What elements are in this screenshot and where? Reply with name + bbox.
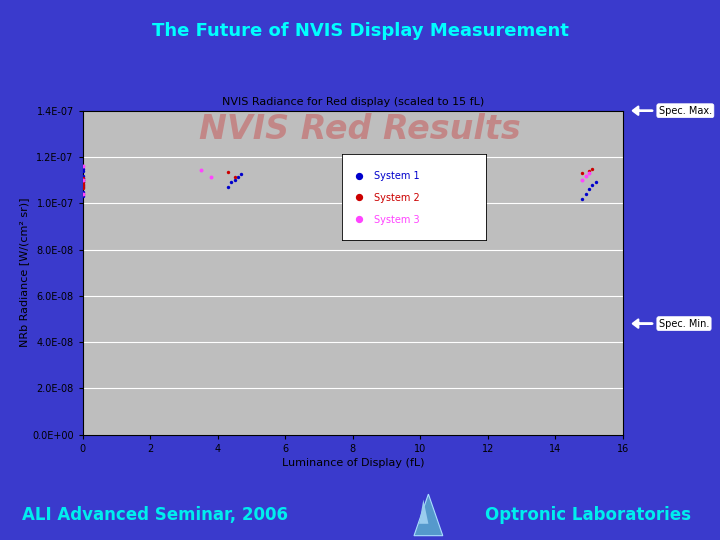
Point — [77, 181, 89, 190]
Point — [577, 169, 588, 178]
Text: ALI Advanced Seminar, 2006: ALI Advanced Seminar, 2006 — [22, 505, 287, 524]
Point — [587, 180, 598, 189]
Point — [577, 194, 588, 203]
Point — [77, 176, 89, 185]
Point — [77, 176, 89, 185]
Point — [233, 172, 244, 181]
Point — [583, 185, 595, 194]
Point — [77, 176, 89, 185]
Title: NVIS Radiance for Red display (scaled to 15 fL): NVIS Radiance for Red display (scaled to… — [222, 97, 484, 107]
Point — [77, 184, 89, 193]
Text: The Future of NVIS Display Measurement: The Future of NVIS Display Measurement — [152, 22, 568, 40]
Text: Spec. Min.: Spec. Min. — [659, 319, 709, 329]
Point — [77, 171, 89, 180]
Point — [354, 214, 365, 223]
Point — [229, 172, 240, 181]
Point — [205, 172, 217, 181]
Point — [77, 190, 89, 198]
Point — [77, 183, 89, 191]
Point — [77, 180, 89, 189]
Point — [77, 178, 89, 187]
Y-axis label: NRb Radiance [W/(cm² sr)]: NRb Radiance [W/(cm² sr)] — [19, 198, 30, 347]
Point — [77, 190, 89, 198]
Point — [580, 171, 591, 180]
Text: Optronic Laboratories: Optronic Laboratories — [485, 505, 691, 524]
Point — [225, 178, 237, 187]
Point — [354, 171, 365, 180]
Text: System 3: System 3 — [374, 214, 419, 225]
Text: System 2: System 2 — [374, 193, 420, 203]
Text: Spec. Max.: Spec. Max. — [659, 106, 712, 116]
Text: NVIS Red Results: NVIS Red Results — [199, 113, 521, 146]
Point — [354, 193, 365, 201]
X-axis label: Luminance of Display (fL): Luminance of Display (fL) — [282, 458, 424, 468]
Point — [580, 190, 591, 198]
Point — [590, 178, 602, 187]
Point — [222, 183, 234, 191]
Point — [587, 164, 598, 173]
Point — [77, 162, 89, 171]
Point — [77, 166, 89, 175]
Point — [229, 176, 240, 185]
Point — [77, 187, 89, 196]
Point — [583, 166, 595, 175]
Point — [77, 192, 89, 201]
Text: System 1: System 1 — [374, 171, 419, 181]
Point — [222, 168, 234, 177]
Point — [77, 178, 89, 187]
Point — [577, 176, 588, 185]
Point — [583, 169, 595, 178]
Point — [195, 165, 207, 174]
Point — [77, 173, 89, 182]
Point — [77, 173, 89, 182]
Point — [235, 170, 247, 179]
Point — [77, 164, 89, 173]
Point — [77, 179, 89, 188]
